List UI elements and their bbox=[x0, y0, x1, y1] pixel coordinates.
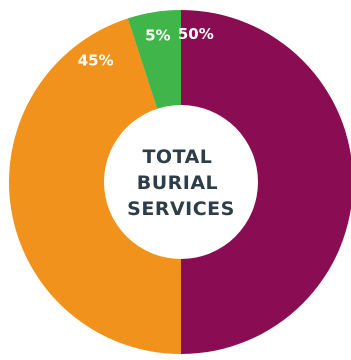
slice-label-5: 5% bbox=[145, 26, 170, 44]
slice-50 bbox=[181, 10, 351, 354]
slice-label-50: 50% bbox=[178, 25, 214, 43]
slice-45 bbox=[9, 18, 181, 355]
center-label-line-2: BURIAL bbox=[137, 172, 218, 194]
donut-hole bbox=[104, 105, 258, 259]
slice-labels-group: 50% 45% 5% bbox=[78, 25, 214, 69]
center-label-line-1: TOTAL bbox=[142, 146, 212, 168]
slice-label-45: 45% bbox=[78, 52, 114, 70]
center-label-line-3: SERVICES bbox=[127, 198, 235, 220]
center-label: TOTAL BURIAL SERVICES bbox=[127, 146, 235, 220]
